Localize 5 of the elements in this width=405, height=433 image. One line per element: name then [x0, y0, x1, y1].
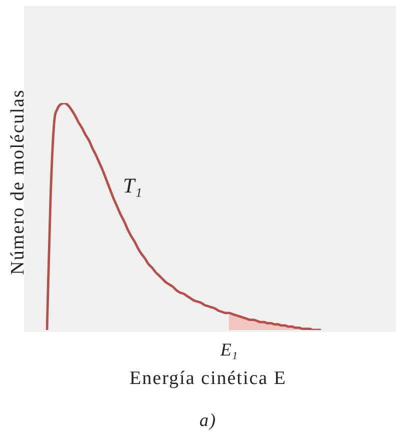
y-axis-title: Número de moléculas	[8, 89, 30, 275]
series-label: T₁	[123, 174, 142, 198]
text: E₁	[219, 340, 238, 360]
x-axis-title: Energía cinética E	[128, 368, 288, 390]
text: a)	[198, 410, 218, 431]
